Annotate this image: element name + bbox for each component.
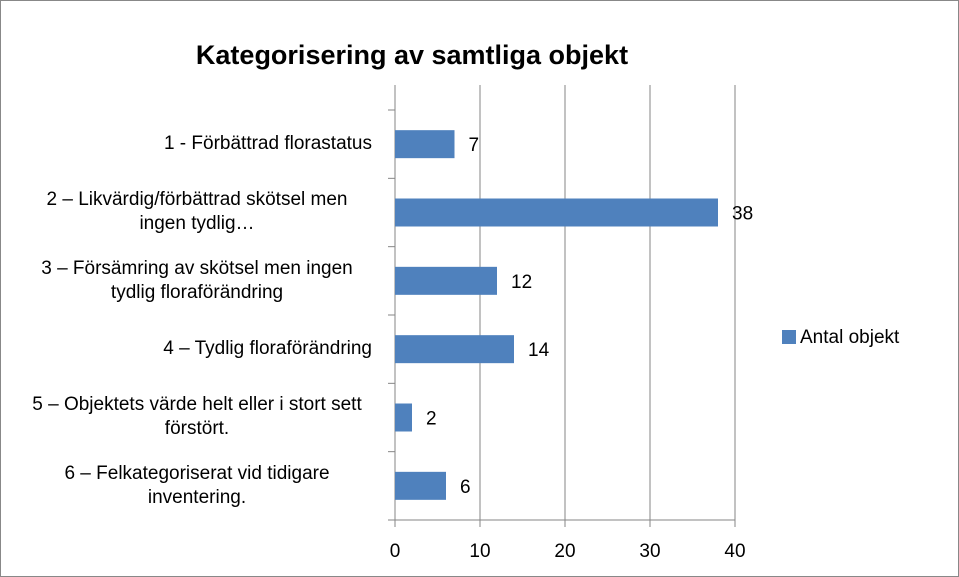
- y-tick-label: 5 – Objektets värde helt eller i stort s…: [32, 394, 362, 440]
- bar: [395, 130, 455, 159]
- data-label: 38: [732, 204, 753, 225]
- data-label: 7: [469, 135, 480, 156]
- x-tick-label: 0: [390, 541, 401, 562]
- bar: [395, 198, 718, 227]
- y-tick-label-box: 3 – Försämring av skötsel men ingen tydl…: [10, 247, 372, 315]
- data-label: 6: [460, 477, 471, 498]
- y-tick-label-box: 1 - Förbättrad florastatus: [10, 110, 372, 178]
- data-label: 2: [426, 409, 437, 430]
- y-tick-label-box: 2 – Likvärdig/förbättrad skötsel men ing…: [10, 178, 372, 246]
- y-tick-label: 3 – Försämring av skötsel men ingen tydl…: [41, 257, 353, 303]
- y-tick-label: 4 – Tydlig floraförändring: [163, 338, 372, 360]
- legend-label: Antal objekt: [800, 327, 900, 348]
- legend-swatch: [782, 330, 796, 344]
- x-tick-label: 30: [639, 541, 660, 562]
- bar: [395, 335, 514, 364]
- x-tick-label: 20: [554, 541, 575, 562]
- data-label: 14: [528, 340, 550, 361]
- chart-title: Kategorisering av samtliga objekt: [196, 40, 628, 70]
- bar: [395, 471, 446, 500]
- x-tick-label: 10: [469, 541, 490, 562]
- y-tick-label: 1 - Förbättrad florastatus: [163, 133, 372, 155]
- bar: [395, 266, 497, 295]
- y-tick-label: 2 – Likvärdig/förbättrad skötsel men ing…: [46, 189, 348, 235]
- data-label: 12: [511, 272, 532, 293]
- y-tick-label-box: 5 – Objektets värde helt eller i stort s…: [10, 383, 372, 451]
- y-tick-label-box: 6 – Felkategoriserat vid tidigare invent…: [10, 452, 372, 520]
- y-tick-label: 6 – Felkategoriserat vid tidigare invent…: [64, 462, 330, 508]
- x-tick-label: 40: [724, 541, 745, 562]
- y-tick-label-box: 4 – Tydlig floraförändring: [10, 315, 372, 383]
- bar: [395, 403, 412, 432]
